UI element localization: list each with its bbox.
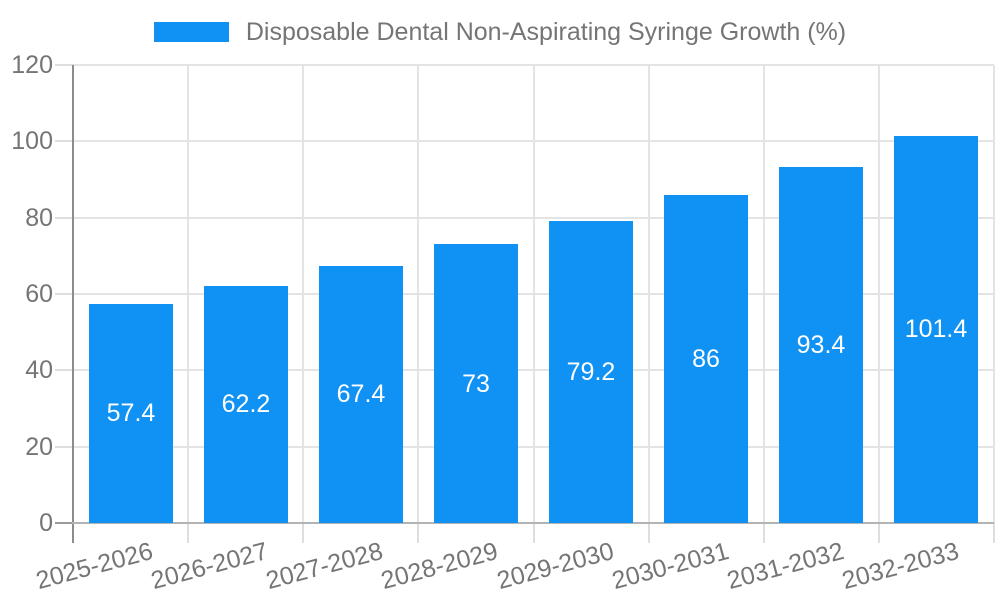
x-tick-label: 2032-2033 bbox=[838, 537, 962, 595]
y-axis-line bbox=[72, 65, 74, 543]
y-tick-mark bbox=[55, 217, 73, 219]
x-tick-label: 2029-2030 bbox=[493, 537, 617, 595]
bar-value-label: 101.4 bbox=[904, 315, 968, 343]
bar bbox=[204, 286, 288, 523]
gridline-vertical bbox=[648, 65, 650, 523]
gridline-vertical bbox=[187, 65, 189, 523]
x-tick-mark bbox=[878, 523, 880, 543]
x-tick-mark bbox=[763, 523, 765, 543]
y-tick-label: 120 bbox=[11, 51, 53, 79]
y-tick-mark bbox=[55, 369, 73, 371]
x-tick-mark bbox=[648, 523, 650, 543]
bar bbox=[89, 304, 173, 523]
bar bbox=[319, 266, 403, 523]
x-tick-mark bbox=[993, 523, 995, 543]
legend-label: Disposable Dental Non-Aspirating Syringe… bbox=[245, 18, 847, 46]
y-tick-label: 40 bbox=[25, 356, 53, 384]
bar bbox=[549, 221, 633, 523]
x-tick-label: 2028-2029 bbox=[378, 537, 502, 595]
y-tick-mark bbox=[55, 64, 73, 66]
x-tick-mark bbox=[72, 523, 74, 543]
x-tick-mark bbox=[533, 523, 535, 543]
y-tick-mark bbox=[55, 446, 73, 448]
gridline-vertical bbox=[993, 65, 995, 523]
bar bbox=[779, 167, 863, 523]
gridline-horizontal bbox=[73, 64, 994, 66]
x-tick-label: 2026-2027 bbox=[148, 537, 271, 595]
y-tick-mark bbox=[55, 293, 73, 295]
legend-swatch bbox=[153, 22, 229, 42]
y-tick-label: 100 bbox=[11, 127, 53, 155]
bar-value-label: 93.4 bbox=[796, 331, 846, 359]
bar-value-label: 79.2 bbox=[566, 358, 616, 386]
y-tick-mark bbox=[55, 140, 73, 142]
gridline-vertical bbox=[417, 65, 419, 523]
gridline-vertical bbox=[302, 65, 304, 523]
legend: Disposable Dental Non-Aspirating Syringe… bbox=[0, 18, 1000, 46]
y-tick-label: 80 bbox=[25, 204, 53, 232]
bar-value-label: 67.4 bbox=[336, 380, 386, 408]
x-tick-mark bbox=[187, 523, 189, 543]
gridline-horizontal bbox=[73, 140, 994, 142]
bar bbox=[664, 195, 748, 523]
bar-value-label: 62.2 bbox=[221, 390, 271, 418]
gridline-vertical bbox=[763, 65, 765, 523]
gridline-vertical bbox=[533, 65, 535, 523]
bar-value-label: 57.4 bbox=[106, 399, 156, 427]
y-tick-mark bbox=[55, 522, 73, 524]
bar bbox=[894, 136, 978, 523]
x-tick-label: 2027-2028 bbox=[263, 537, 387, 595]
y-tick-label: 60 bbox=[25, 280, 53, 308]
x-tick-label: 2025-2026 bbox=[33, 537, 156, 595]
bar-value-label: 73 bbox=[462, 370, 490, 398]
x-tick-label: 2030-2031 bbox=[608, 537, 732, 595]
gridline-vertical bbox=[878, 65, 880, 523]
x-tick-mark bbox=[417, 523, 419, 543]
x-tick-mark bbox=[302, 523, 304, 543]
bar-value-label: 86 bbox=[692, 345, 720, 373]
y-tick-label: 20 bbox=[25, 433, 53, 461]
y-tick-label: 0 bbox=[39, 509, 53, 537]
bar bbox=[434, 244, 518, 523]
x-tick-label: 2031-2032 bbox=[723, 537, 847, 595]
